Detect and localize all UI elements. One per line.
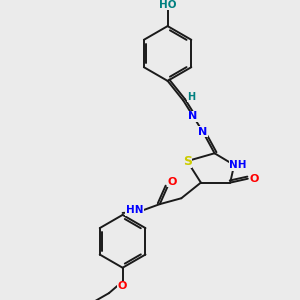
Text: NH: NH [229, 160, 247, 170]
Text: O: O [250, 174, 260, 184]
Text: HO: HO [159, 0, 176, 10]
Text: N: N [188, 111, 198, 121]
Text: HN: HN [126, 205, 143, 215]
Text: H: H [187, 92, 195, 101]
Text: N: N [198, 127, 207, 137]
Text: S: S [183, 154, 192, 168]
Text: O: O [118, 281, 127, 291]
Text: O: O [168, 177, 177, 187]
